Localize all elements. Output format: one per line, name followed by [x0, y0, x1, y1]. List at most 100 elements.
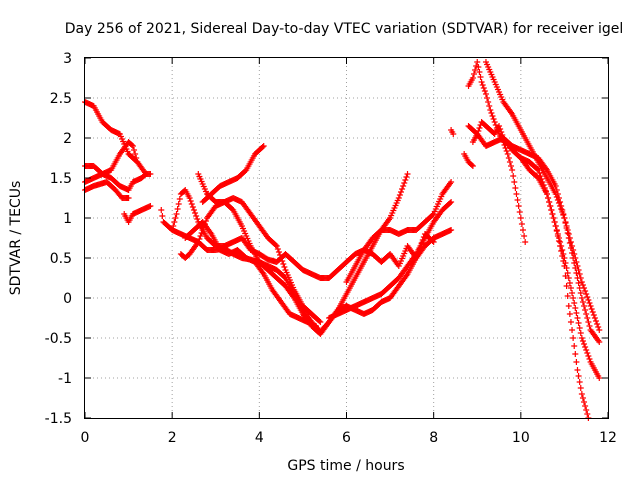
data-point	[429, 212, 436, 218]
data-point	[506, 159, 513, 165]
data-point	[469, 163, 476, 169]
data-point	[589, 309, 596, 315]
data-point	[198, 230, 205, 236]
data-point	[472, 67, 479, 73]
data-point	[496, 123, 503, 129]
data-point	[260, 143, 267, 149]
data-point	[565, 303, 572, 309]
data-point	[572, 351, 579, 357]
data-point	[486, 103, 493, 109]
data-point	[557, 203, 564, 209]
data-point	[475, 64, 482, 70]
data-point	[195, 239, 202, 245]
data-point	[548, 207, 555, 213]
data-point	[555, 200, 562, 206]
data-point	[566, 235, 573, 241]
data-point	[508, 163, 515, 169]
data-point	[583, 347, 590, 353]
data-point	[578, 335, 585, 341]
data-point	[418, 240, 425, 246]
data-point	[478, 79, 485, 85]
data-point	[159, 213, 166, 219]
data-point	[558, 248, 565, 254]
data-point	[586, 323, 593, 329]
data-series	[465, 119, 603, 345]
data-point	[474, 59, 481, 65]
data-point	[513, 191, 520, 197]
data-point	[512, 185, 519, 191]
data-point	[583, 407, 590, 413]
data-point	[403, 174, 410, 180]
data-point	[586, 300, 593, 306]
data-point	[565, 231, 572, 237]
data-point	[401, 180, 408, 186]
data-point	[171, 219, 178, 225]
data-point	[593, 318, 600, 324]
data-point	[491, 119, 498, 125]
data-point	[476, 125, 483, 131]
data-point	[577, 385, 584, 391]
data-point	[584, 294, 591, 300]
data-series	[343, 231, 437, 285]
data-point	[560, 212, 567, 218]
data-point	[562, 273, 569, 279]
data-point	[397, 189, 404, 195]
data-point	[520, 227, 527, 233]
data-point	[581, 341, 588, 347]
data-point	[279, 258, 286, 264]
x-tick-label: 8	[429, 430, 438, 446]
data-point	[549, 211, 556, 217]
data-point	[448, 179, 455, 185]
data-point	[317, 319, 324, 325]
data-point	[586, 356, 593, 362]
y-tick-label: 1.5	[50, 171, 72, 187]
data-point	[415, 249, 422, 255]
data-point	[575, 320, 582, 326]
data-point	[158, 207, 165, 213]
data-point	[581, 303, 588, 309]
data-point	[503, 148, 510, 154]
data-series	[121, 203, 154, 225]
data-point	[402, 177, 409, 183]
data-point	[554, 197, 561, 203]
data-point	[192, 210, 199, 216]
data-point	[567, 239, 574, 245]
data-series	[82, 163, 150, 193]
data-point	[569, 290, 576, 296]
data-series	[461, 151, 476, 169]
data-point	[489, 113, 496, 119]
data-point	[578, 295, 585, 301]
data-point	[553, 194, 560, 200]
data-point	[576, 271, 583, 277]
chart-title: Day 256 of 2021, Sidereal Day-to-day VTE…	[65, 21, 624, 37]
data-point	[570, 247, 577, 253]
data-point	[583, 291, 590, 297]
data-point	[516, 209, 523, 215]
data-point	[131, 147, 138, 153]
data-point	[551, 219, 558, 225]
data-point	[553, 228, 560, 234]
data-point	[395, 195, 402, 201]
data-point	[413, 255, 420, 261]
data-point	[582, 288, 589, 294]
data-point	[187, 198, 194, 204]
data-point	[498, 129, 505, 135]
data-point	[517, 215, 524, 221]
data-point	[502, 145, 509, 151]
y-tick-label: 2.5	[50, 91, 72, 107]
data-point	[564, 293, 571, 299]
data-point	[563, 283, 570, 289]
data-point	[578, 279, 585, 285]
data-point	[582, 403, 589, 409]
data-point	[193, 213, 200, 219]
data-point	[504, 151, 511, 157]
data-point	[573, 259, 580, 265]
data-point	[188, 201, 195, 207]
data-point	[575, 280, 582, 286]
data-point	[570, 295, 577, 301]
data-point	[594, 321, 601, 327]
data-point	[565, 275, 572, 281]
data-point	[557, 243, 564, 249]
data-point	[469, 75, 476, 81]
data-point	[514, 197, 521, 203]
